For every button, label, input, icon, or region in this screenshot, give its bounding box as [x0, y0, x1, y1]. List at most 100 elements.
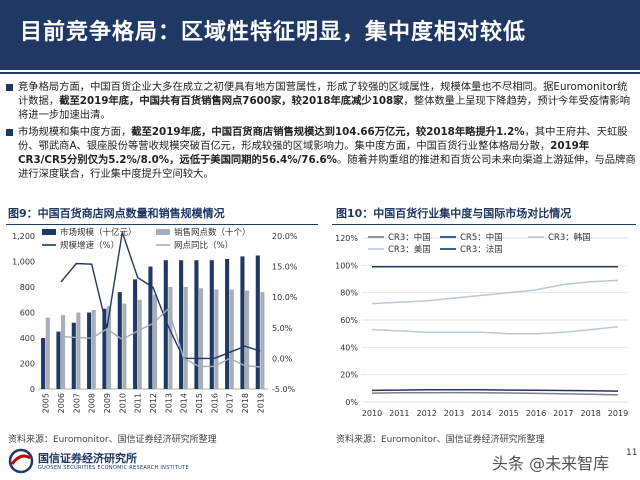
bar-market-size — [56, 331, 61, 389]
x-axis-tick-label: 2015 — [498, 409, 518, 418]
left-axis-tick-label: 1,200 — [12, 232, 35, 241]
bar-store-count — [245, 290, 250, 389]
x-axis-tick-label: 2018 — [241, 393, 250, 413]
y-axis-tick-label: 40% — [340, 343, 358, 352]
company-name: 国信证券经济研究所 — [38, 452, 137, 465]
title-bar — [0, 0, 640, 70]
company-logo-icon — [8, 448, 34, 474]
bullet-segment-bold: 2019年CR3/CR5分别仅为5.2%/8.0%，远低于美国同期的56.4%/… — [18, 140, 590, 166]
bar-market-size — [133, 279, 138, 389]
legend-label: 网点同比（%） — [174, 240, 233, 251]
x-axis-tick-label: 2010 — [118, 393, 127, 413]
x-axis-tick-label: 2017 — [226, 393, 235, 413]
x-axis-tick-label: 2006 — [57, 393, 66, 413]
bar-market-size — [240, 256, 245, 389]
series-line — [371, 388, 619, 392]
bullet-square-icon — [6, 129, 13, 136]
x-axis-tick-label: 2016 — [526, 409, 546, 418]
bar-store-count — [199, 288, 204, 389]
bar-store-count — [122, 303, 127, 389]
left-axis-tick-label: 1,000 — [12, 258, 35, 267]
x-axis-tick-label: 2010 — [362, 409, 382, 418]
bar-store-count — [107, 306, 112, 389]
bar-store-count — [91, 309, 96, 389]
legend-label: CR5：中国 — [460, 232, 503, 243]
x-axis-tick-label: 2012 — [416, 409, 436, 418]
x-axis-tick-label: 2017 — [553, 409, 573, 418]
bar-store-count — [168, 287, 173, 389]
x-axis-tick-label: 2009 — [103, 393, 112, 413]
bullet-square-icon — [6, 84, 13, 91]
y-axis-tick-label: 20% — [340, 371, 358, 380]
bullet-segment: ，整体数量上呈现下降趋势，预计今年受疫情影响将进一步加速出清。 — [18, 95, 631, 121]
y-axis-tick-label: 60% — [340, 316, 358, 325]
y-axis-tick-label: 80% — [340, 289, 358, 298]
bar-market-size — [255, 255, 260, 389]
series-line — [371, 326, 619, 335]
y-axis-tick-label: 0% — [345, 398, 358, 407]
legend-label: 市场规模（十亿元） — [60, 227, 137, 238]
company-name-en: GUOSEN SECURITIES ECONOMIC RESEARCH INST… — [38, 465, 189, 471]
left-axis-tick-label: 200 — [20, 360, 35, 369]
x-axis-tick-label: 2019 — [256, 393, 265, 413]
right-chart-divider — [332, 224, 636, 225]
bar-store-count — [137, 299, 142, 389]
bar-store-count — [61, 315, 66, 389]
bar-store-count — [76, 312, 81, 389]
right-chart: 0% 20% 40% 60% 80% 100% 120% 2010 2011 2012 2013 20… — [335, 232, 628, 418]
bar-market-size — [209, 260, 214, 389]
x-axis-tick-label: 2011 — [134, 393, 143, 413]
x-axis-tick-label: 2013 — [444, 409, 464, 418]
bar-store-count — [229, 289, 234, 389]
right-axis-tick-label: -5.0% — [272, 385, 296, 394]
bullet-segment-bold: 截至2019年底，中国共有百货销售网点7600家，较2018年底减少108家 — [59, 95, 404, 107]
bar-market-size — [117, 292, 122, 389]
legend-label: CR3：韩国 — [548, 232, 591, 243]
left-axis-tick-label: 0 — [30, 385, 35, 394]
bar-market-size — [225, 258, 230, 389]
page-number: 11 — [626, 448, 638, 458]
legend-label: 销售网点数（十个） — [174, 227, 251, 238]
bar-market-size — [148, 266, 153, 389]
legend-swatch — [156, 229, 170, 235]
y-axis-tick-label: 100% — [335, 261, 358, 270]
x-axis-tick-label: 2012 — [149, 393, 158, 413]
legend-swatch — [42, 229, 56, 235]
line-growth-rate — [60, 232, 261, 360]
bullet-item: 市场规模和集中度方面，截至2019年底，中国百货商店销售规模达到104.66万亿… — [4, 125, 636, 181]
left-chart: 0 200 400 600 800 1,000 1,200 -5.0% 0.0% 5.0% 10.0… — [12, 227, 298, 413]
bullet-segment: 竞争格局方面，中国百货企业大多在成立之初便具有地方国营属性，形成了较强的区域属性… — [18, 81, 628, 107]
bar-market-size — [163, 260, 168, 389]
right-chart-title: 图10：中国百货行业集中度与国际市场对比情况 — [336, 207, 572, 220]
x-axis-tick-label: 2011 — [389, 409, 409, 418]
left-axis-tick-label: 800 — [20, 283, 35, 292]
bar-market-size — [87, 312, 92, 389]
bullet-segment: ，其中王府井、天虹股份、鄂武商A、银座股份等营收规模突破百亿元，形成较强的区域影… — [18, 126, 628, 152]
bar-store-count — [260, 292, 265, 389]
right-axis-tick-label: 5.0% — [272, 324, 293, 333]
right-axis-tick-label: 10.0% — [272, 293, 298, 302]
x-axis-tick-label: 2005 — [42, 393, 51, 413]
right-axis-tick-label: 15.0% — [272, 263, 298, 272]
left-chart-source: 资料来源：Euromonitor、国信证券经济研究所整理 — [8, 435, 217, 445]
title-divider — [0, 72, 640, 74]
x-axis-tick-label: 2013 — [164, 393, 173, 413]
x-axis-tick-label: 2015 — [195, 393, 204, 413]
bullet-segment: 市场规模和集中度方面， — [18, 126, 132, 138]
series-line — [371, 391, 619, 396]
bar-market-size — [41, 338, 46, 389]
x-axis-tick-label: 2018 — [580, 409, 600, 418]
legend-label: CR3：中国 — [388, 232, 431, 243]
left-chart-title: 图9：中国百货商店网点数量和销售规模情况 — [8, 207, 225, 220]
bullet-segment: 。随着并购重组的推进和百货公司未来向渠道上游延伸，与品牌商进行深度联合，行业集中… — [18, 154, 636, 180]
left-axis-tick-label: 400 — [20, 334, 35, 343]
legend-label: CR3：美国 — [388, 244, 431, 255]
bullet-item: 竞争格局方面，中国百货企业大多在成立之初便具有地方国营属性，形成了较强的区域属性… — [4, 80, 636, 122]
bar-market-size — [102, 308, 107, 389]
bullet-list: 竞争格局方面，中国百货企业大多在成立之初便具有地方国营属性，形成了较强的区域属性… — [4, 80, 636, 184]
bullet-text: 市场规模和集中度方面，截至2019年底，中国百货商店销售规模达到104.66万亿… — [18, 126, 636, 180]
series-line — [371, 279, 619, 305]
bullet-segment-bold: 截至2019年底，中国百货商店销售规模达到104.66万亿元，较2018年略提升… — [131, 126, 525, 138]
y-axis-tick-label: 120% — [335, 234, 358, 243]
left-chart-divider — [6, 224, 318, 225]
